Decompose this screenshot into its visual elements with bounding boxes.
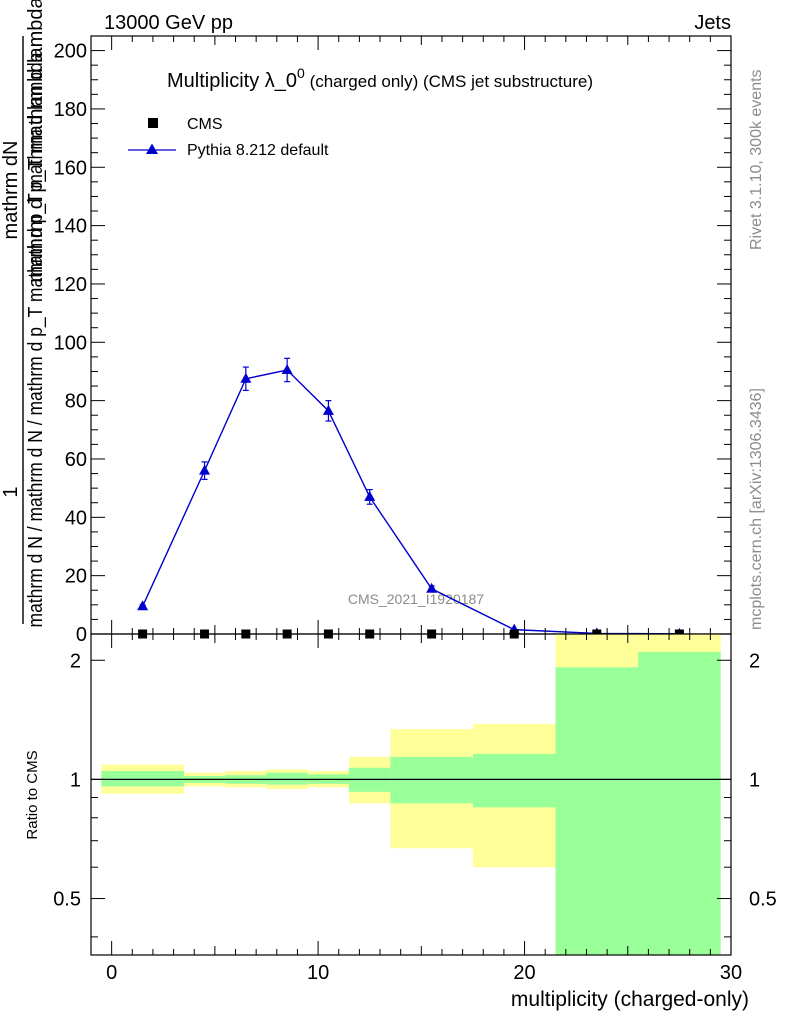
- ratio-band-inner: [390, 756, 473, 804]
- pythia-point: [281, 364, 293, 375]
- main-y-tick-label: 180: [54, 99, 87, 121]
- category-label: Jets: [694, 12, 731, 34]
- main-y-tick-label: 20: [65, 566, 87, 588]
- x-axis-label: multiplicity (charged-only): [511, 988, 749, 1011]
- energy-label: 13000 GeV pp: [104, 12, 233, 34]
- main-y-tick-label: 160: [54, 157, 87, 179]
- main-y-tick-label: 80: [65, 391, 87, 413]
- main-y-tick-label: 40: [65, 507, 87, 529]
- mcplots-label: mcplots.cern.ch [arXiv:1306.3436]: [748, 388, 765, 630]
- pythia-point: [137, 600, 149, 611]
- pythia-point: [199, 464, 211, 475]
- pythia-line: [141, 369, 680, 635]
- pythia-point: [426, 582, 438, 593]
- pythia-point: [240, 372, 252, 383]
- pythia-point: [322, 404, 334, 415]
- ylabel-line-2: mathrm dN: [0, 141, 22, 240]
- x-tick-label: 20: [513, 962, 535, 984]
- ratio-ylabel: Ratio to CMS: [24, 750, 41, 839]
- legend: CMS Pythia 8.212 default: [128, 116, 329, 159]
- pythia-point: [364, 490, 376, 501]
- main-y-tick-label: 120: [54, 274, 87, 296]
- ratio-band-inner: [555, 667, 639, 955]
- main-ylabel: 1 mathrm dN mathrm d N / mathrm d N / ma…: [0, 0, 47, 628]
- ratio-band-inner: [638, 651, 721, 955]
- plot-title-sup: 0: [297, 65, 305, 81]
- legend-pythia-marker: [146, 143, 158, 154]
- main-y-tick-label: 60: [65, 449, 87, 471]
- x-tick-label: 0: [106, 962, 117, 984]
- main-y-tick-label: 0: [76, 624, 87, 646]
- ylabel-line-1: mathrm d N / mathrm d N / mathrm d p_T m…: [25, 52, 47, 628]
- ratio-y-tick-label: 0.5: [53, 889, 81, 911]
- ylabel-one: 1: [0, 486, 22, 497]
- main-y-tick-label: 140: [54, 216, 87, 238]
- ratio-y-tick-label-right: 1: [749, 769, 760, 791]
- ratio-frame: [90, 633, 732, 956]
- ratio-y-tick-label-right: 0.5: [749, 889, 777, 911]
- ylabel-line-3: mathrm d p_T mathrm d lambda: [25, 0, 47, 283]
- analysis-watermark: CMS_2021_I1920187: [348, 591, 484, 607]
- rivet-label: Rivet 3.1.10, 300k events: [748, 69, 765, 250]
- ratio-y-tick-label-right: 2: [749, 650, 760, 672]
- ratio-y-tick-label: 1: [70, 769, 81, 791]
- ratio-panel: 0 10 20 30 0.5 0.5 1 1 2 2: [53, 633, 777, 984]
- legend-cms-label: CMS: [187, 116, 223, 133]
- x-tick-label: 10: [307, 962, 329, 984]
- legend-cms-marker: [148, 118, 158, 128]
- plot-title-suffix: (charged only) (CMS jet substructure): [305, 72, 593, 91]
- plot-title: Multiplicity λ_00 (charged only) (CMS je…: [167, 65, 593, 92]
- main-y-tick-label: 100: [54, 332, 87, 354]
- ratio-y-tick-label: 2: [70, 650, 81, 672]
- plot-title-main: Multiplicity λ_0: [167, 70, 297, 92]
- legend-pythia-label: Pythia 8.212 default: [187, 142, 329, 159]
- ratio-band-inner: [472, 753, 556, 808]
- x-tick-label: 30: [720, 962, 742, 984]
- ratio-band-inner: [266, 772, 308, 785]
- main-y-tick-label: 200: [54, 41, 87, 63]
- ratio-band-inner: [101, 771, 184, 787]
